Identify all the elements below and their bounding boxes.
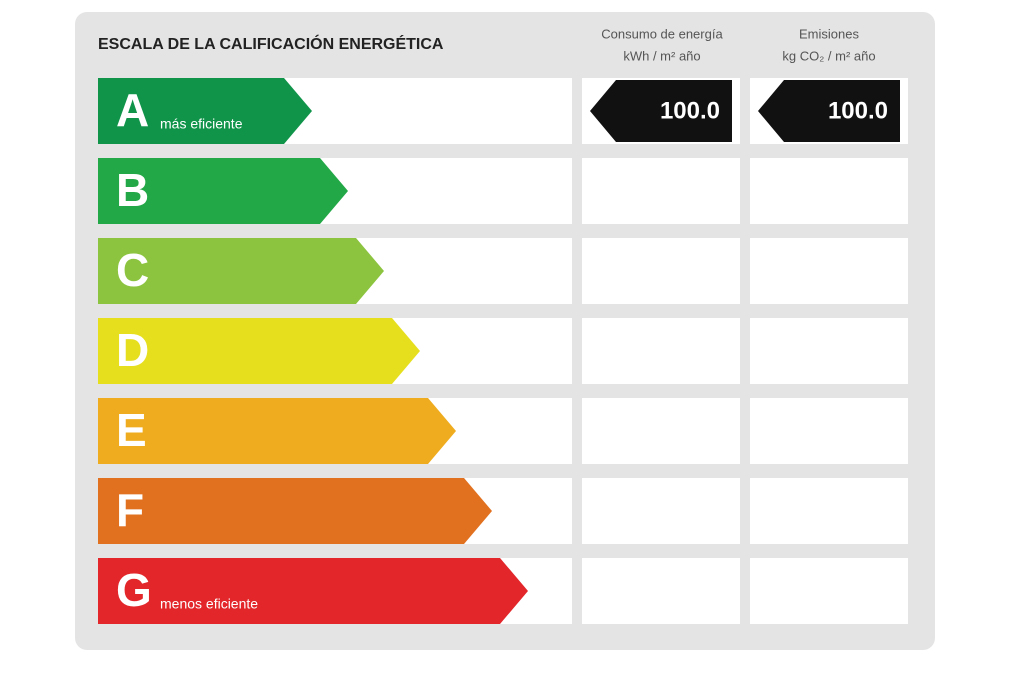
rating-badge <box>758 80 900 142</box>
rating-arrow <box>98 398 456 464</box>
value-cell <box>582 318 740 384</box>
value-cell <box>582 158 740 224</box>
column-header: Consumo de energía <box>601 26 723 41</box>
value-cell <box>582 398 740 464</box>
value-cell <box>582 558 740 624</box>
value-cell <box>750 558 908 624</box>
rating-note: menos eficiente <box>160 596 258 612</box>
rating-note: más eficiente <box>160 116 243 132</box>
value-cell <box>750 158 908 224</box>
column-header: Emisiones <box>799 26 859 41</box>
value-cell <box>582 478 740 544</box>
rating-letter: C <box>116 244 149 296</box>
value-cell <box>750 478 908 544</box>
rating-letter: F <box>116 484 144 536</box>
value-cell <box>750 318 908 384</box>
rating-arrow <box>98 478 492 544</box>
rating-arrow <box>98 238 384 304</box>
rating-arrow <box>98 558 528 624</box>
rating-letter: D <box>116 324 149 376</box>
rating-arrow <box>98 158 348 224</box>
label-title: ESCALA DE LA CALIFICACIÓN ENERGÉTICA <box>98 34 444 53</box>
column-header: kWh / m² año <box>623 48 700 63</box>
rating-arrow <box>98 78 312 144</box>
value-cell <box>750 238 908 304</box>
rating-letter: B <box>116 164 149 216</box>
column-header: kg CO₂ / m² año <box>782 48 875 63</box>
rating-letter: A <box>116 84 149 136</box>
value-cell <box>750 398 908 464</box>
value-cell <box>582 238 740 304</box>
rating-value: 100.0 <box>660 97 720 124</box>
rating-badge <box>590 80 732 142</box>
rating-letter: G <box>116 564 152 616</box>
rating-letter: E <box>116 404 147 456</box>
rating-arrow <box>98 318 420 384</box>
rating-value: 100.0 <box>828 97 888 124</box>
